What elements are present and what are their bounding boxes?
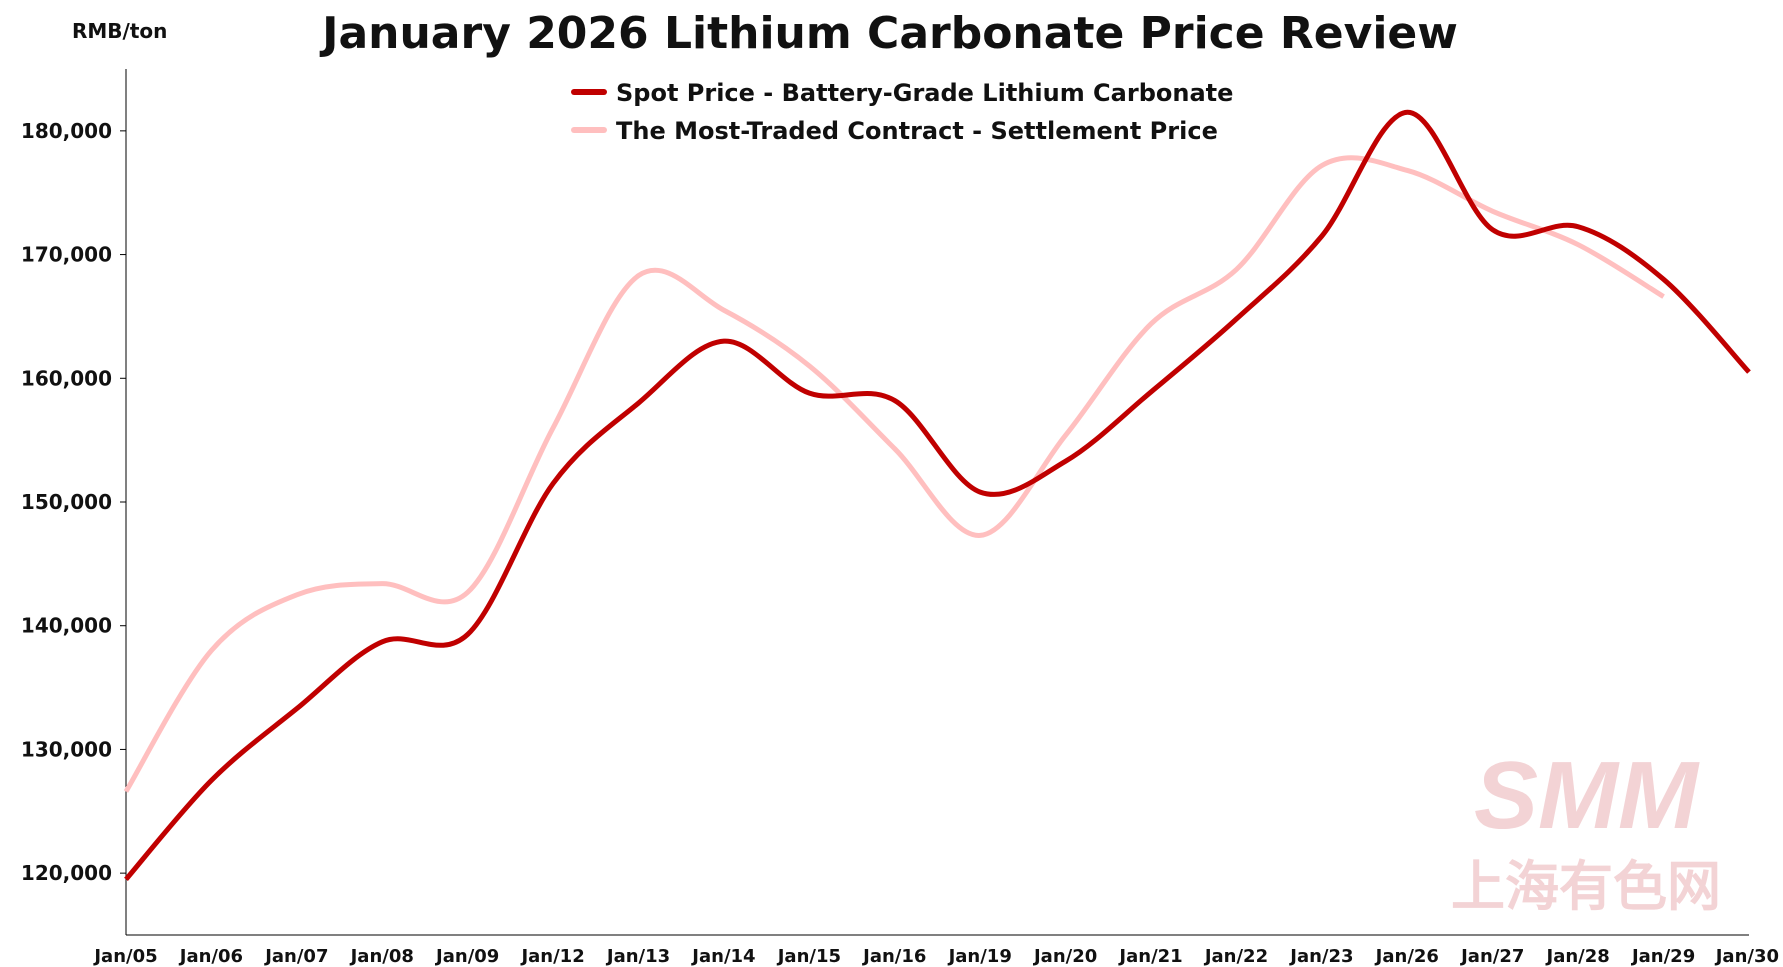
x-tick-label: Jan/28: [1545, 946, 1610, 967]
x-tick-label: Jan/12: [519, 946, 584, 967]
x-tick-label: Jan/05: [92, 946, 157, 967]
legend: Spot Price - Battery-Grade Lithium Carbo…: [571, 79, 1233, 145]
x-tick-label: Jan/20: [1032, 946, 1097, 967]
x-tick-label: Jan/13: [605, 946, 670, 967]
x-tick-label: Jan/23: [1288, 946, 1353, 967]
y-tick-label: 170,000: [21, 243, 112, 267]
y-tick-label: 150,000: [21, 490, 112, 514]
x-tick-label: Jan/27: [1459, 946, 1524, 967]
x-tick-label: Jan/29: [1630, 946, 1695, 967]
series-line-contract-settlement: [123, 155, 1665, 793]
y-tick-label: 130,000: [21, 737, 112, 761]
series-line-spot-price: [124, 109, 1751, 881]
x-tick-label: Jan/08: [349, 946, 414, 967]
legend-label-contract: The Most-Traded Contract - Settlement Pr…: [616, 117, 1218, 145]
x-tick-label: Jan/21: [1117, 946, 1182, 967]
y-tick-label: 120,000: [21, 861, 112, 885]
x-tick-label: Jan/15: [776, 946, 841, 967]
y-tick-label: 160,000: [21, 366, 112, 390]
x-tick-label: Jan/26: [1374, 946, 1439, 967]
watermark-subtitle: 上海有色网: [1451, 855, 1721, 918]
series-lines: [123, 109, 1751, 881]
x-tick-label: Jan/09: [434, 946, 499, 967]
x-tick-label: Jan/22: [1203, 946, 1268, 967]
y-tick-label: 180,000: [21, 119, 112, 143]
x-axis-ticks: Jan/05 Jan/06 Jan/07 Jan/08 Jan/09 Jan/12 Jan/…: [92, 946, 1779, 967]
y-axis-ticks: 120,000 130,000 140,000 150,000 160,000 170,0…: [21, 119, 126, 885]
chart-title: January 2026 Lithium Carbonate Price Rev…: [319, 8, 1458, 59]
x-tick-label: Jan/30: [1714, 946, 1779, 967]
watermark: SMM 上海有色网: [1451, 742, 1721, 918]
legend-label-spot: Spot Price - Battery-Grade Lithium Carbo…: [616, 79, 1233, 107]
y-axis-unit-label: RMB/ton: [72, 19, 167, 43]
x-tick-label: Jan/07: [263, 946, 328, 967]
y-tick-label: 140,000: [21, 614, 112, 638]
x-tick-label: Jan/16: [861, 946, 926, 967]
x-tick-label: Jan/14: [690, 946, 755, 967]
x-tick-label: Jan/19: [947, 946, 1012, 967]
x-tick-label: Jan/06: [178, 946, 243, 967]
watermark-logo: SMM: [1474, 742, 1700, 849]
